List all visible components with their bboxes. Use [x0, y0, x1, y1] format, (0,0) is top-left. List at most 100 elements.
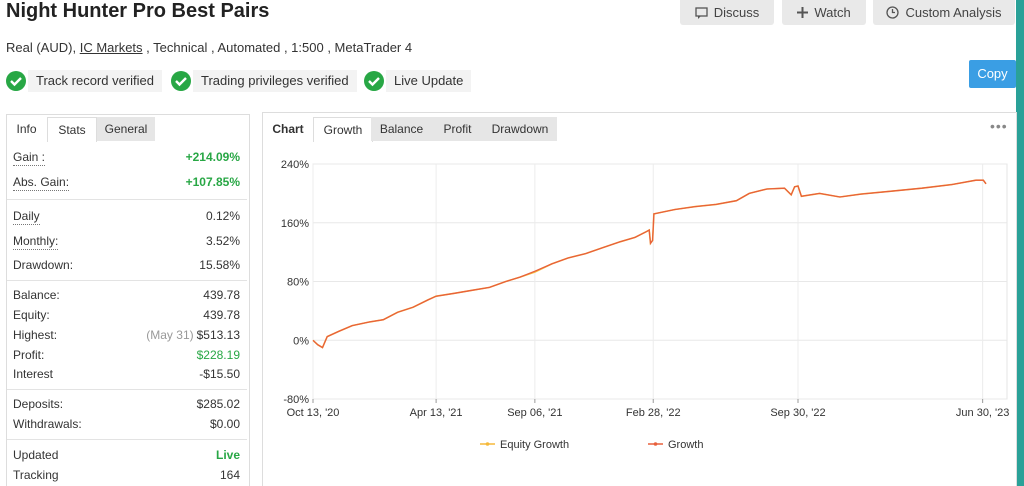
- stat-label: Withdrawals:: [13, 417, 82, 431]
- button-label: Discuss: [713, 5, 760, 20]
- stat-number: $285.02: [196, 397, 240, 411]
- legend-label: Growth: [668, 439, 703, 451]
- tab[interactable]: General: [97, 117, 155, 141]
- y-tick-label: 0%: [293, 335, 309, 347]
- icon: [797, 7, 809, 18]
- stat-label: Daily: [13, 209, 40, 225]
- stat-number: $513.13: [196, 328, 240, 342]
- discuss-button[interactable]: Discuss: [680, 0, 774, 25]
- stat-label: Drawdown:: [13, 258, 74, 272]
- stat-row: Abs. Gain: +107.85%: [13, 174, 240, 191]
- stat-row: Updated Live: [13, 447, 240, 463]
- copy-button[interactable]: Copy: [969, 60, 1016, 88]
- icon: [886, 6, 900, 19]
- stat-row: Gain : +214.09%: [13, 149, 240, 166]
- stat-label: Equity:: [13, 308, 50, 322]
- stat-value: 164: [220, 467, 240, 483]
- stat-label: Highest:: [13, 328, 58, 342]
- watch-button[interactable]: Watch: [782, 0, 866, 25]
- stat-row: Tracking 164: [13, 467, 240, 483]
- stat-label: Tracking: [13, 468, 59, 482]
- stat-note: (May 31): [146, 328, 194, 342]
- stat-value: $0.00: [210, 416, 240, 432]
- separator: [7, 199, 247, 200]
- stat-row: Highest: (May 31) $513.13: [13, 327, 240, 343]
- stat-value: 15.58%: [199, 257, 240, 273]
- stat-number: +214.09%: [185, 150, 240, 164]
- stat-label: Updated: [13, 448, 59, 462]
- stat-row: Drawdown: 15.58%: [13, 257, 240, 273]
- check-icon: [364, 71, 384, 91]
- y-tick-label: -80%: [283, 394, 309, 406]
- tab[interactable]: Profit: [432, 117, 483, 141]
- stat-row: Monthly: 3.52%: [13, 233, 240, 250]
- stat-label: Deposits:: [13, 397, 64, 411]
- tab[interactable]: Stats: [47, 117, 97, 142]
- tab[interactable]: Balance: [371, 117, 432, 141]
- x-tick-label: Sep 06, '21: [507, 407, 562, 419]
- custom-analysis-button[interactable]: Custom Analysis: [873, 0, 1015, 25]
- legend-marker: [485, 442, 490, 446]
- legend-label: Equity Growth: [500, 439, 569, 451]
- stats-panel: [6, 114, 250, 486]
- stat-row: Daily 0.12%: [13, 208, 240, 225]
- button-label: Watch: [814, 5, 851, 20]
- tab[interactable]: Info: [16, 122, 37, 136]
- stat-value: +107.85%: [186, 174, 240, 190]
- x-tick-label: Apr 13, '21: [410, 407, 463, 419]
- stat-value: $228.19: [197, 347, 240, 363]
- y-tick-label: 160%: [281, 218, 309, 230]
- stat-value: 0.12%: [206, 208, 240, 224]
- page-title: Night Hunter Pro Best Pairs: [6, 0, 270, 22]
- more-menu[interactable]: •••: [990, 118, 1008, 134]
- stat-value: 3.52%: [206, 233, 240, 249]
- verified-badge: Track record verified: [6, 70, 162, 92]
- stat-number: 439.78: [203, 308, 240, 322]
- stat-label: Gain :: [13, 150, 46, 166]
- tab[interactable]: Chart: [272, 122, 304, 136]
- x-tick-label: Sep 30, '22: [770, 407, 825, 419]
- separator: [7, 280, 247, 281]
- frame-edge: [1016, 0, 1024, 486]
- y-tick-label: 80%: [287, 277, 309, 289]
- badge-label: Trading privileges verified: [193, 70, 357, 92]
- legend-marker: [653, 442, 658, 446]
- stat-value: (May 31) $513.13: [146, 327, 240, 343]
- stat-value: $285.02: [197, 396, 240, 412]
- separator: [7, 439, 247, 440]
- stat-number: 439.78: [203, 288, 240, 302]
- stat-value: -$15.50: [199, 366, 240, 382]
- stat-row: Withdrawals: $0.00: [13, 416, 240, 432]
- check-icon: [6, 71, 26, 91]
- stat-value: 439.78: [203, 287, 240, 303]
- check-icon: [171, 71, 191, 91]
- subtitle-text: Real (AUD),: [6, 40, 77, 55]
- stat-value: +214.09%: [186, 149, 240, 165]
- verified-badge: Live Update: [364, 70, 472, 92]
- button-label: Custom Analysis: [905, 5, 1002, 20]
- separator: [7, 389, 247, 390]
- tab[interactable]: Drawdown: [483, 117, 557, 141]
- stat-label: Balance:: [13, 288, 60, 302]
- stat-label: Monthly:: [13, 234, 59, 250]
- badge-label: Track record verified: [28, 70, 162, 92]
- stat-label: Profit:: [13, 348, 45, 362]
- stat-label: Interest: [13, 367, 54, 381]
- stat-number: -$15.50: [199, 367, 240, 381]
- series-line: [312, 179, 987, 349]
- stat-row: Equity: 439.78: [13, 307, 240, 323]
- x-tick-label: Oct 13, '20: [287, 407, 340, 419]
- stat-number: 15.58%: [199, 258, 240, 272]
- verified-badge: Trading privileges verified: [171, 70, 357, 92]
- stat-number: $228.19: [196, 348, 240, 362]
- broker-link[interactable]: IC Markets: [79, 40, 143, 55]
- subtitle: Real (AUD), IC Markets , Technical , Aut…: [6, 40, 412, 55]
- subtitle-text: , Technical , Automated , 1:500 , MetaTr…: [146, 40, 413, 55]
- tab[interactable]: Growth: [313, 117, 373, 142]
- stat-number: +107.85%: [185, 175, 240, 189]
- stat-row: Deposits: $285.02: [13, 396, 240, 412]
- icon: [695, 6, 708, 19]
- x-tick-label: Feb 28, '22: [626, 407, 681, 419]
